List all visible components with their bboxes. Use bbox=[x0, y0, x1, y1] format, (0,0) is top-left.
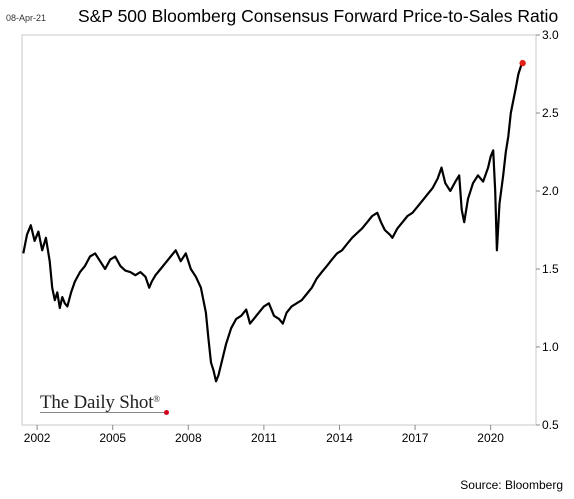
y-tick-label: 3.0 bbox=[542, 28, 559, 42]
x-axis: 2002 2005 2008 2011 2014 2017 2020 bbox=[24, 425, 504, 445]
x-tick-label: 2002 bbox=[24, 431, 51, 445]
x-tick-label: 2020 bbox=[477, 431, 504, 445]
y-tick-label: 2.0 bbox=[542, 184, 559, 198]
y-axis: 0.5 1.0 1.5 2.0 2.5 3.0 bbox=[536, 28, 559, 432]
x-tick-label: 2017 bbox=[402, 431, 429, 445]
logo-registered-mark: ® bbox=[153, 394, 160, 404]
series-line-price-to-sales bbox=[22, 62, 524, 383]
x-tick-label: 2005 bbox=[99, 431, 126, 445]
chart-title: S&P 500 Bloomberg Consensus Forward Pric… bbox=[78, 6, 559, 26]
logo-text: The Daily Shot bbox=[40, 392, 154, 413]
source-note: Source: Bloomberg bbox=[460, 478, 563, 492]
y-tick-label: 1.5 bbox=[542, 262, 559, 276]
last-value-marker bbox=[519, 59, 526, 67]
date-stamp: 08-Apr-21 bbox=[6, 13, 47, 23]
y-tick-label: 2.5 bbox=[542, 106, 559, 120]
plot-frame bbox=[21, 34, 537, 426]
x-tick-label: 2008 bbox=[175, 431, 202, 445]
x-tick-label: 2011 bbox=[251, 431, 277, 445]
y-tick-label: 1.0 bbox=[542, 340, 559, 354]
logo-underline bbox=[40, 412, 166, 413]
daily-shot-logo: The Daily Shot® bbox=[40, 392, 160, 414]
x-tick-label: 2014 bbox=[326, 431, 353, 445]
logo-dot-icon bbox=[164, 410, 169, 415]
y-tick-label: 0.5 bbox=[542, 418, 559, 432]
